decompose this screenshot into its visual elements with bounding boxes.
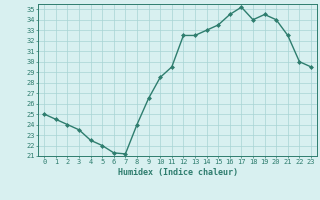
X-axis label: Humidex (Indice chaleur): Humidex (Indice chaleur) — [118, 168, 238, 177]
